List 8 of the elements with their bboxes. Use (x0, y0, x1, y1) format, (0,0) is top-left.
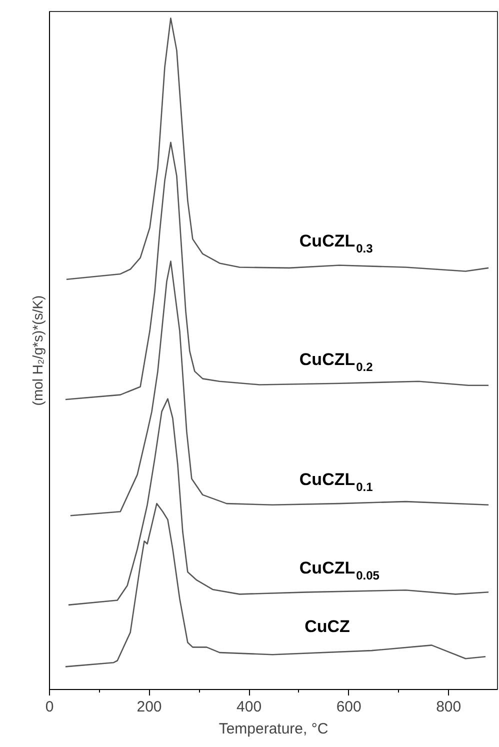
x-tick-label: 600 (336, 698, 362, 716)
x-tick-label: 200 (136, 698, 162, 716)
y-axis-title: (mol H₂/g*s)*(s/K) (30, 295, 46, 406)
series-label: CuCZ (304, 617, 350, 636)
x-tick-label: 0 (45, 698, 54, 716)
x-axis-title: Temperature, °C (218, 720, 328, 738)
x-tick-label: 400 (236, 698, 262, 716)
x-tick-label: 800 (436, 698, 462, 716)
